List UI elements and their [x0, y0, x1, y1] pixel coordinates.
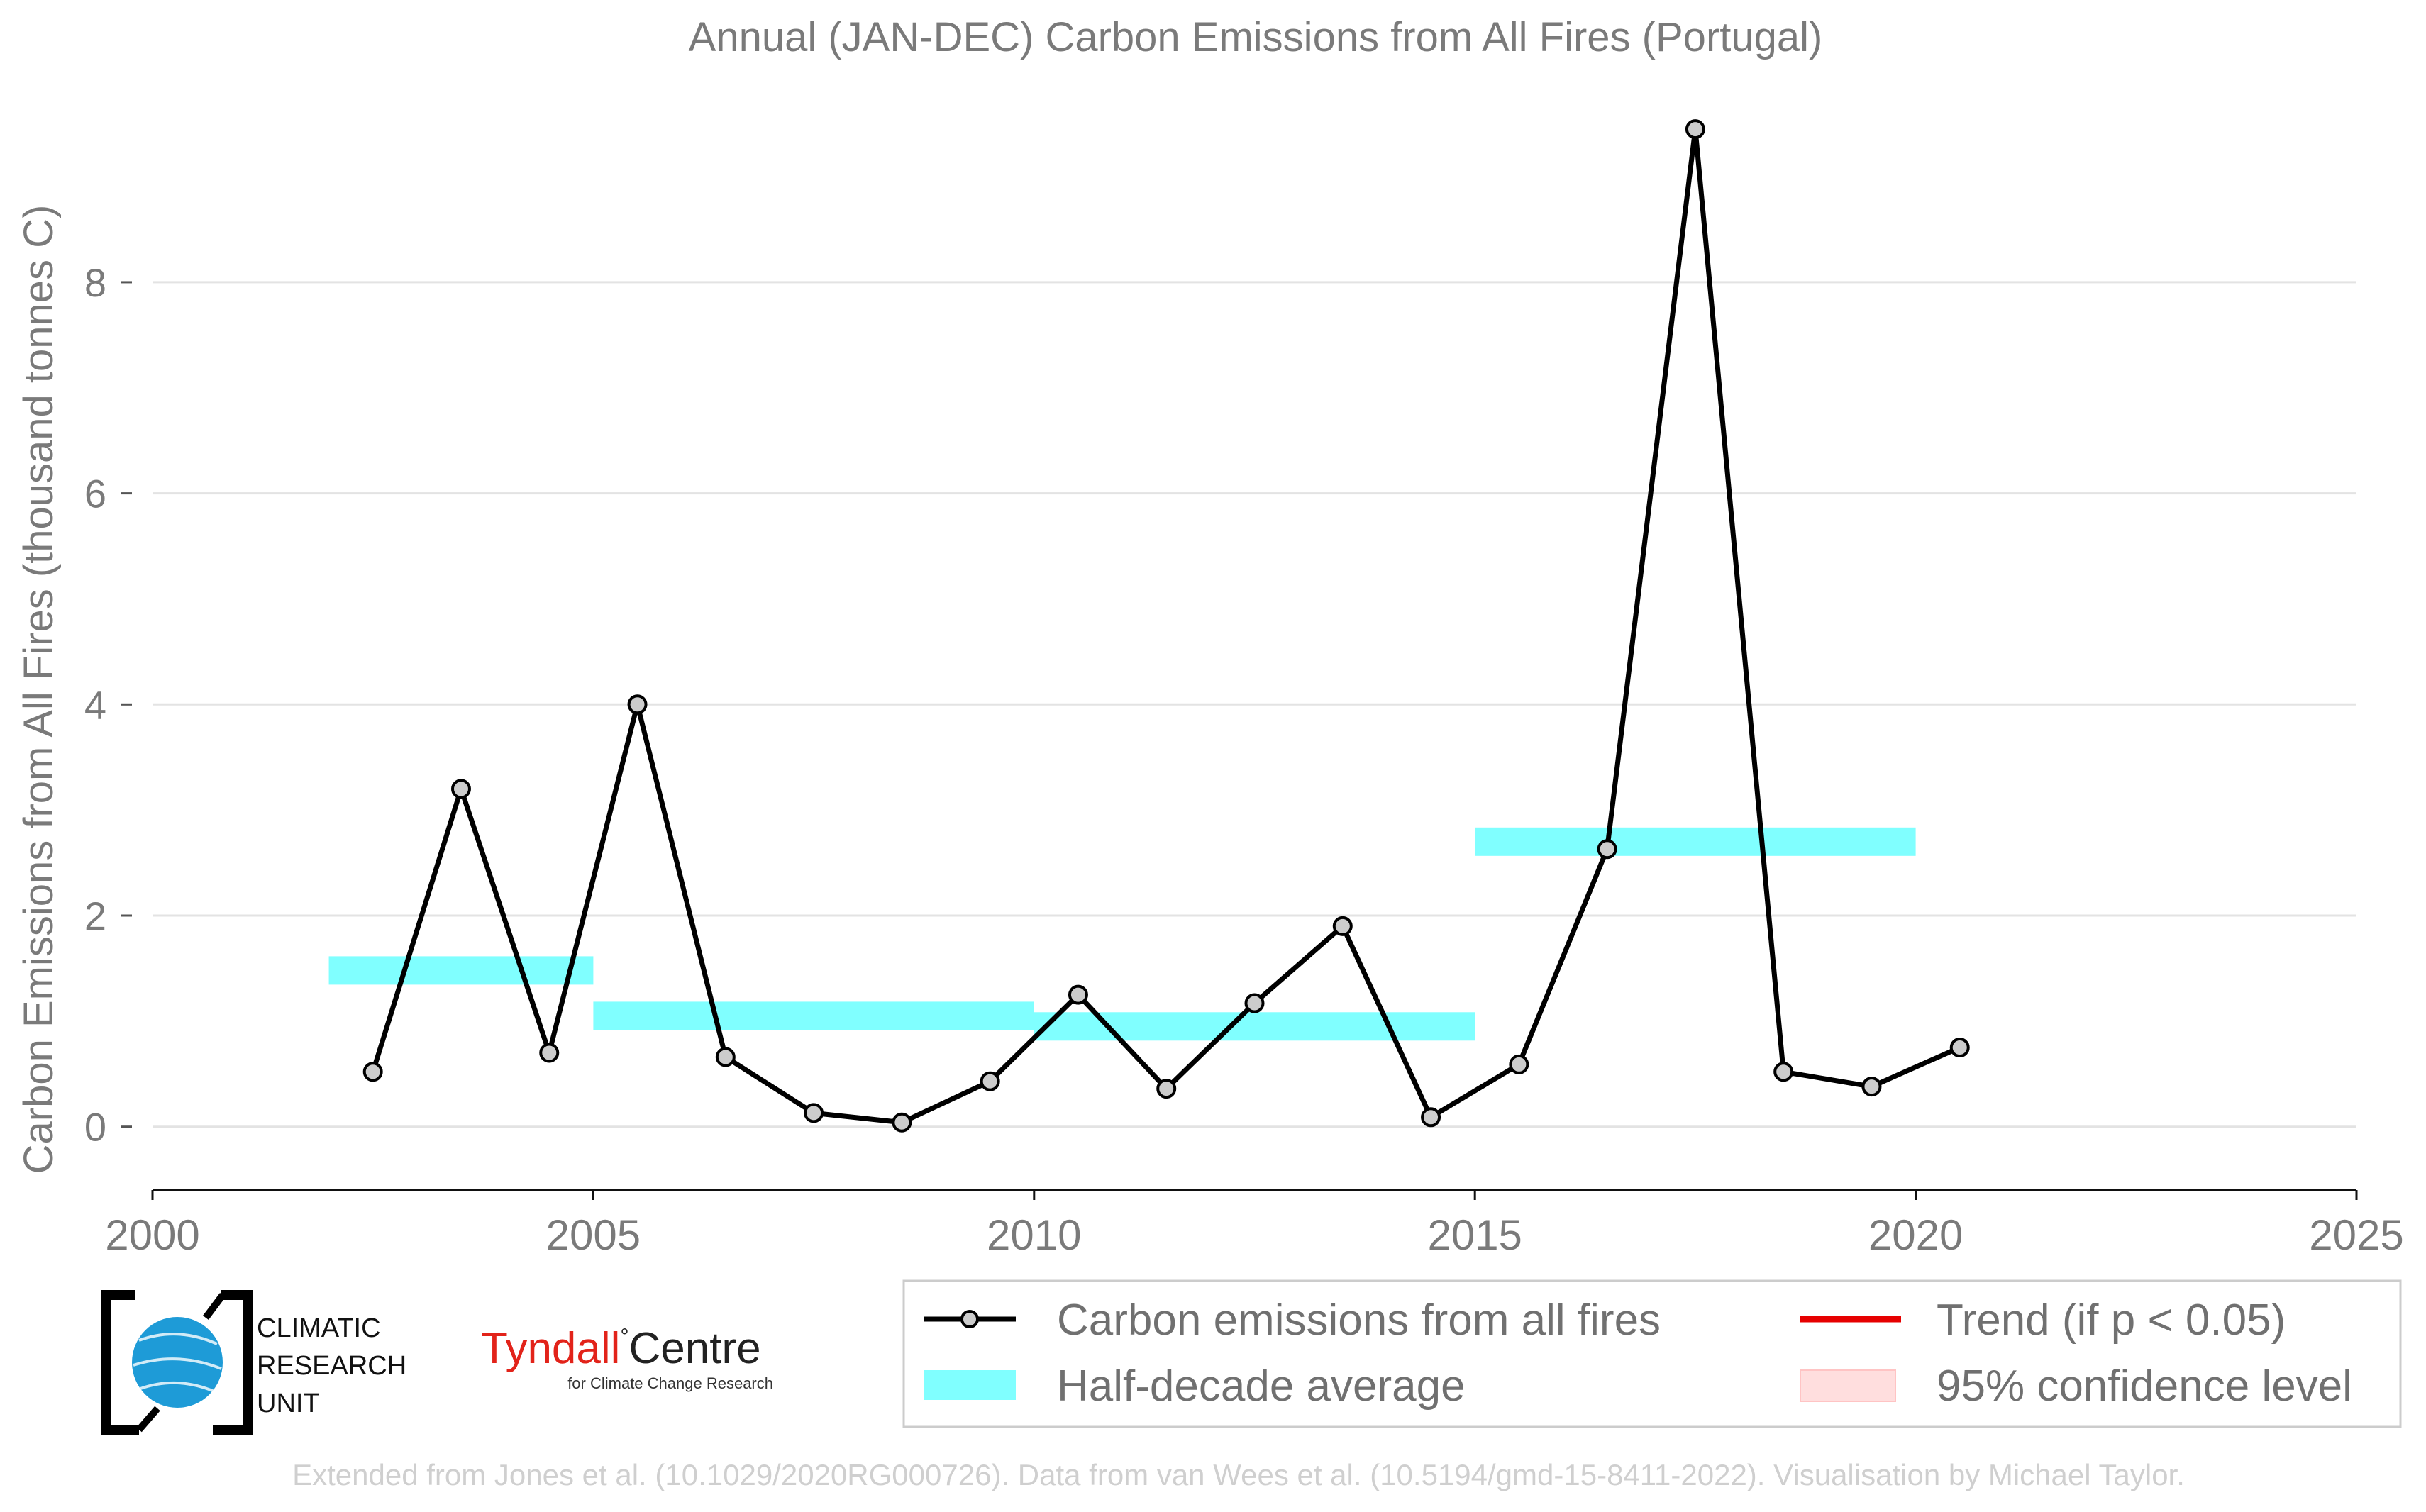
cru-logo-line-3: UNIT	[257, 1389, 320, 1418]
data-point-2015.5	[1509, 1054, 1529, 1074]
xtick-label-2005: 2005	[546, 1211, 641, 1259]
legend-label-emissions: Carbon emissions from all fires	[1057, 1296, 1661, 1345]
xtick-label-2015: 2015	[1427, 1211, 1522, 1259]
half-decade-bar-1	[593, 1001, 1034, 1030]
x-axis: 2000 2005 2010 2015 2020 2025	[105, 1189, 2404, 1259]
data-point-2017.5	[1685, 119, 1705, 140]
legend-label-confidence: 95% confidence level	[1937, 1362, 2352, 1411]
y-axis: 0 2 4 6 8	[84, 260, 132, 1150]
data-point-2014.5	[1421, 1107, 1441, 1128]
tyndall-logo: Tyndall°Centre for Climate Change Resear…	[481, 1324, 773, 1392]
xtick-label-2025: 2025	[2309, 1211, 2403, 1259]
data-point-2003.5	[450, 779, 471, 799]
data-point-2005.5	[627, 694, 648, 715]
data-point-2013.5	[1332, 916, 1353, 936]
series-line-0	[370, 126, 1961, 1125]
legend-swatch-confidence	[1800, 1369, 1896, 1402]
data-point-2019.5	[1861, 1077, 1882, 1097]
tyndall-logo-subtitle: for Climate Change Research	[567, 1374, 773, 1392]
half-decade-bar-3	[1475, 827, 1916, 856]
chart-title: Annual (JAN-DEC) Carbon Emissions from A…	[689, 14, 1823, 60]
data-point-2002.5	[362, 1062, 383, 1082]
cru-logo-bracket-left	[101, 1290, 139, 1435]
ytick-label-8: 8	[84, 260, 106, 305]
data-point-2018.5	[1773, 1062, 1794, 1082]
data-point-2010.5	[1068, 984, 1088, 1005]
data-point-2004.5	[539, 1043, 560, 1063]
data-point-2020.5	[1949, 1038, 1970, 1058]
legend-swatch-emissions-marker	[960, 1310, 979, 1328]
legend-label-trend: Trend (if p < 0.05)	[1937, 1296, 2286, 1345]
data-point-2006.5	[715, 1047, 736, 1067]
cru-logo: CLIMATIC RESEARCH UNIT	[101, 1290, 406, 1435]
series-carbon-emissions	[362, 119, 1970, 1133]
y-axis-label: Carbon Emissions from All Fires (thousan…	[16, 205, 62, 1174]
half-decade-average-bars	[328, 827, 1916, 1041]
data-point-2011.5	[1156, 1079, 1177, 1099]
data-point-2009.5	[980, 1071, 1000, 1091]
tyndall-logo-name: Tyndall	[481, 1324, 620, 1373]
ytick-label-2: 2	[84, 894, 106, 938]
half-decade-bar-0	[328, 956, 594, 985]
svg-text:Tyndall°Centre: Tyndall°Centre	[481, 1324, 761, 1373]
tyndall-logo-degree: °	[620, 1325, 628, 1348]
data-point-2012.5	[1244, 993, 1265, 1013]
data-point-2007.5	[804, 1103, 824, 1123]
ytick-label-6: 6	[84, 472, 106, 516]
xtick-label-2010: 2010	[987, 1211, 1081, 1259]
ytick-label-4: 4	[84, 682, 106, 727]
cru-logo-line-1: CLIMATIC	[257, 1313, 381, 1343]
legend: Carbon emissions from all fires Trend (i…	[902, 1279, 2402, 1428]
cru-logo-line-2: RESEARCH	[257, 1351, 406, 1381]
ytick-label-0: 0	[84, 1105, 106, 1150]
tyndall-logo-centre: Centre	[628, 1324, 760, 1373]
legend-swatch-half-decade	[924, 1370, 1016, 1400]
credit-line: Extended from Jones et al. (10.1029/2020…	[292, 1458, 2185, 1491]
xtick-label-2000: 2000	[105, 1211, 199, 1259]
gridlines	[153, 281, 2356, 1128]
legend-frame	[902, 1279, 2402, 1428]
cru-logo-bracket-right	[213, 1290, 253, 1435]
data-point-2008.5	[892, 1112, 912, 1133]
data-point-2016.5	[1597, 839, 1617, 860]
legend-label-half-decade: Half-decade average	[1057, 1362, 1466, 1411]
xtick-label-2020: 2020	[1868, 1211, 1963, 1259]
